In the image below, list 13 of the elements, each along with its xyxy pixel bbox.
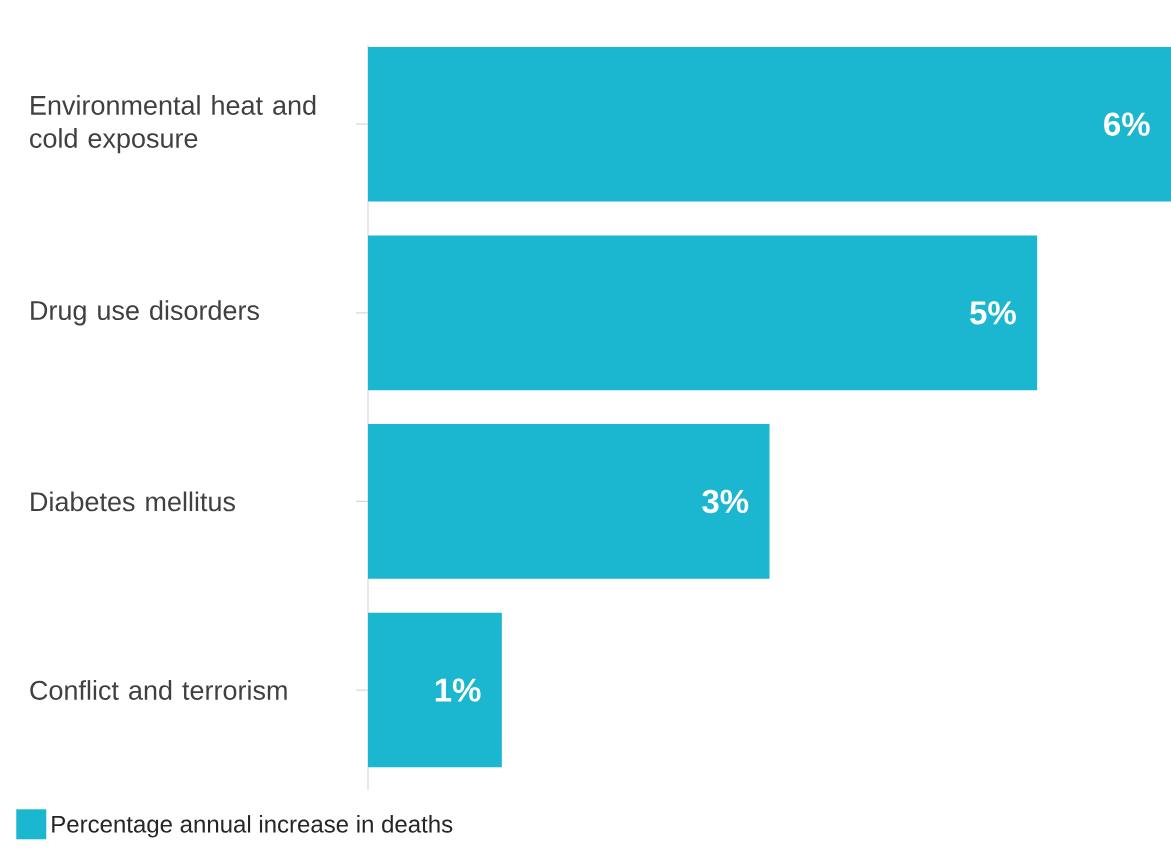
bar (368, 612, 502, 768)
data-label: 1% (435, 678, 481, 702)
bar (368, 235, 1038, 391)
y-tick-label: Drug use disorders (31, 300, 259, 326)
y-tick-label: Conflict and terrorism (30, 680, 287, 700)
bar (368, 424, 770, 579)
data-label: 5% (970, 301, 1016, 325)
data-label: 3% (702, 489, 749, 514)
bar (368, 46, 1171, 202)
y-tick-label: Environmental heat and cold exposure (30, 95, 316, 154)
y-tick-label: Diabetes mellitus (31, 491, 235, 512)
legend-label: Percentage annual increase in deaths (52, 815, 453, 838)
data-label: 6% (1104, 112, 1150, 136)
